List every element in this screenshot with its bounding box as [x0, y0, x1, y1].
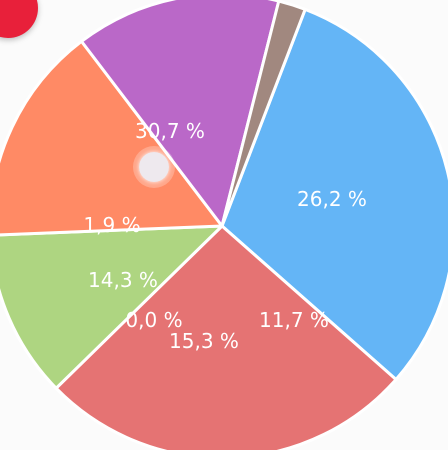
pie-slice-6[interactable]: [80, 0, 281, 228]
slice-label-6: 14,3 %: [88, 268, 158, 292]
slice-label-5: 0,0 %: [125, 308, 182, 332]
touch-indicator: [133, 146, 175, 188]
pie-slice-2[interactable]: [54, 224, 398, 450]
slice-label-7: 1,9 %: [83, 213, 140, 237]
pie-slice-4[interactable]: [0, 39, 224, 237]
pie-slice-1[interactable]: [220, 7, 448, 381]
slice-label-2: 26,2 %: [297, 187, 367, 211]
pie-labels: 30,7 % 26,2 % 11,7 % 15,3 % 0,0 % 14,3 %…: [83, 119, 367, 353]
pie-slice-7[interactable]: [220, 0, 307, 228]
slice-label-1: 30,7 %: [135, 119, 205, 143]
slice-label-3: 11,7 %: [259, 308, 329, 332]
slice-label-4: 15,3 %: [169, 329, 239, 353]
pie-slice-3[interactable]: [0, 224, 224, 390]
